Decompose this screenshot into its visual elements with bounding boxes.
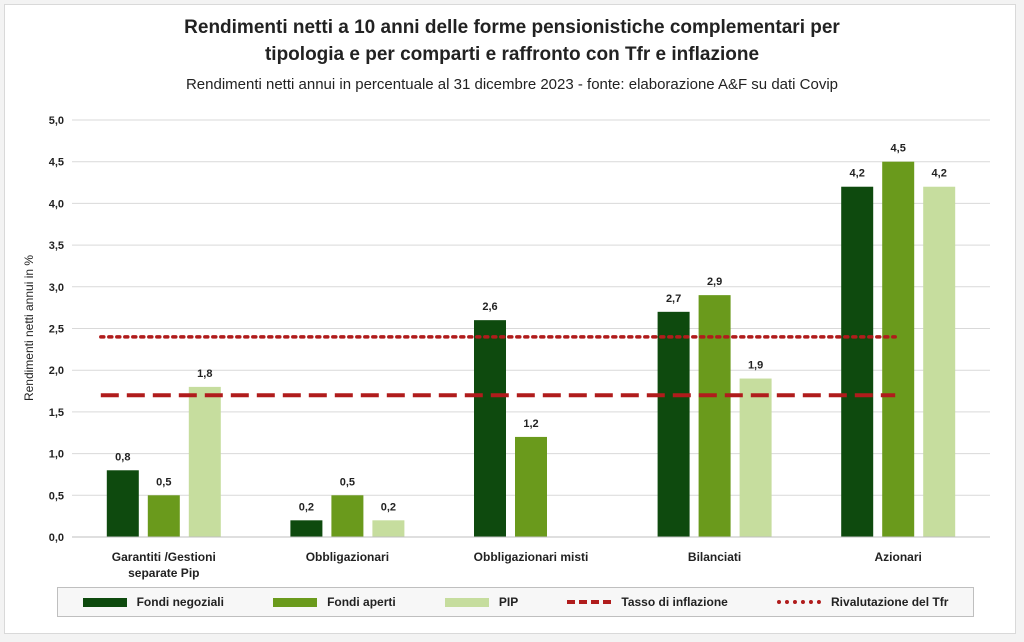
legend-swatch-fondi-negoziali <box>82 597 127 607</box>
legend-item-tfr: Rivalutazione del Tfr <box>777 595 948 609</box>
legend-label-fondi-negoziali: Fondi negoziali <box>136 595 224 609</box>
y-axis-ticks: 0,0 0,5 1,0 1,5 2,0 2,5 3,0 3,5 4,0 4,5 5,0 <box>49 115 64 544</box>
bar <box>657 311 690 537</box>
data-label: 2,7 <box>666 293 681 305</box>
chart-title-line2: tipologia e per comparti e raffronto con… <box>264 44 760 65</box>
legend-label-pip: PIP <box>498 595 519 609</box>
category-label: Bilanciati <box>688 550 741 564</box>
legend-swatch-tfr <box>777 600 822 604</box>
legend-swatch-pip <box>444 597 489 607</box>
chart-title-line1: Rendimenti netti a 10 anni delle forme p… <box>184 17 840 38</box>
bar <box>290 520 323 537</box>
data-label: 1,8 <box>197 368 212 380</box>
legend-item-pip: PIP <box>444 595 519 609</box>
data-label: 1,2 <box>523 418 538 430</box>
data-labels: 0,8 0,5 1,8 0,2 0,5 0,2 2,6 1,2 2,7 2,9 1,9 4,2 4,5 4… <box>115 143 947 514</box>
legend-label-tfr: Rivalutazione del Tfr <box>831 595 949 609</box>
legend-swatch-inflazione <box>567 600 612 604</box>
bar <box>739 378 772 537</box>
bar <box>474 320 506 537</box>
data-label: 4,2 <box>932 168 947 180</box>
legend-label-inflazione: Tasso di inflazione <box>621 595 728 609</box>
bar <box>698 295 731 537</box>
y-tick-label: 4,5 <box>49 157 64 169</box>
legend-label-fondi-aperti: Fondi aperti <box>327 595 396 609</box>
category-label: Garantiti /Gestioni <box>112 550 216 564</box>
data-label: 0,5 <box>156 476 171 488</box>
y-tick-label: 2,5 <box>49 324 64 336</box>
data-label: 0,8 <box>115 451 130 463</box>
data-label: 0,2 <box>299 501 314 513</box>
legend: Fondi negoziali Fondi aperti PIP Tasso d… <box>57 587 974 617</box>
y-tick-label: 4,0 <box>49 198 64 210</box>
y-axis-label: Rendimenti netti annui in % <box>22 255 36 401</box>
bar <box>331 495 364 537</box>
y-tick-label: 0,5 <box>49 490 64 502</box>
y-tick-label: 5,0 <box>49 115 64 127</box>
bar <box>515 436 547 537</box>
y-tick-label: 2,0 <box>49 365 64 377</box>
bar <box>841 186 874 537</box>
reference-lines <box>99 335 897 398</box>
legend-item-fondi-negoziali: Fondi negoziali <box>82 595 224 609</box>
data-label: 4,2 <box>850 168 865 180</box>
data-label: 4,5 <box>891 143 906 155</box>
y-tick-label: 1,0 <box>49 449 64 461</box>
bar <box>923 186 956 537</box>
bars <box>72 161 990 538</box>
y-tick-label: 0,0 <box>49 532 64 544</box>
category-label: Azionari <box>875 550 922 564</box>
legend-item-fondi-aperti: Fondi aperti <box>273 595 396 609</box>
data-label: 0,5 <box>340 476 355 488</box>
y-tick-label: 1,5 <box>49 407 64 419</box>
bar <box>106 470 139 537</box>
y-tick-label: 3,0 <box>49 282 64 294</box>
y-tick-label: 3,5 <box>49 240 64 252</box>
legend-item-inflazione: Tasso di inflazione <box>567 595 728 609</box>
chart-title: Rendimenti netti a 10 anni delle forme p… <box>0 14 1024 68</box>
bar <box>147 495 180 537</box>
bar <box>188 386 221 537</box>
chart-subtitle: Rendimenti netti annui in percentuale al… <box>185 76 839 93</box>
data-label: 1,9 <box>748 360 763 372</box>
data-label: 0,2 <box>381 501 396 513</box>
bar <box>372 520 405 537</box>
bar <box>882 161 915 537</box>
legend-swatch-fondi-aperti <box>273 597 318 607</box>
category-label: Obbligazionari misti <box>474 550 589 564</box>
data-label: 2,9 <box>707 276 722 288</box>
category-label: separate Pip <box>128 566 199 580</box>
data-label: 2,6 <box>482 301 497 313</box>
category-label: Obbligazionari <box>306 550 389 564</box>
category-labels: Garantiti /Gestioni separate Pip Obbligazi… <box>112 550 922 580</box>
